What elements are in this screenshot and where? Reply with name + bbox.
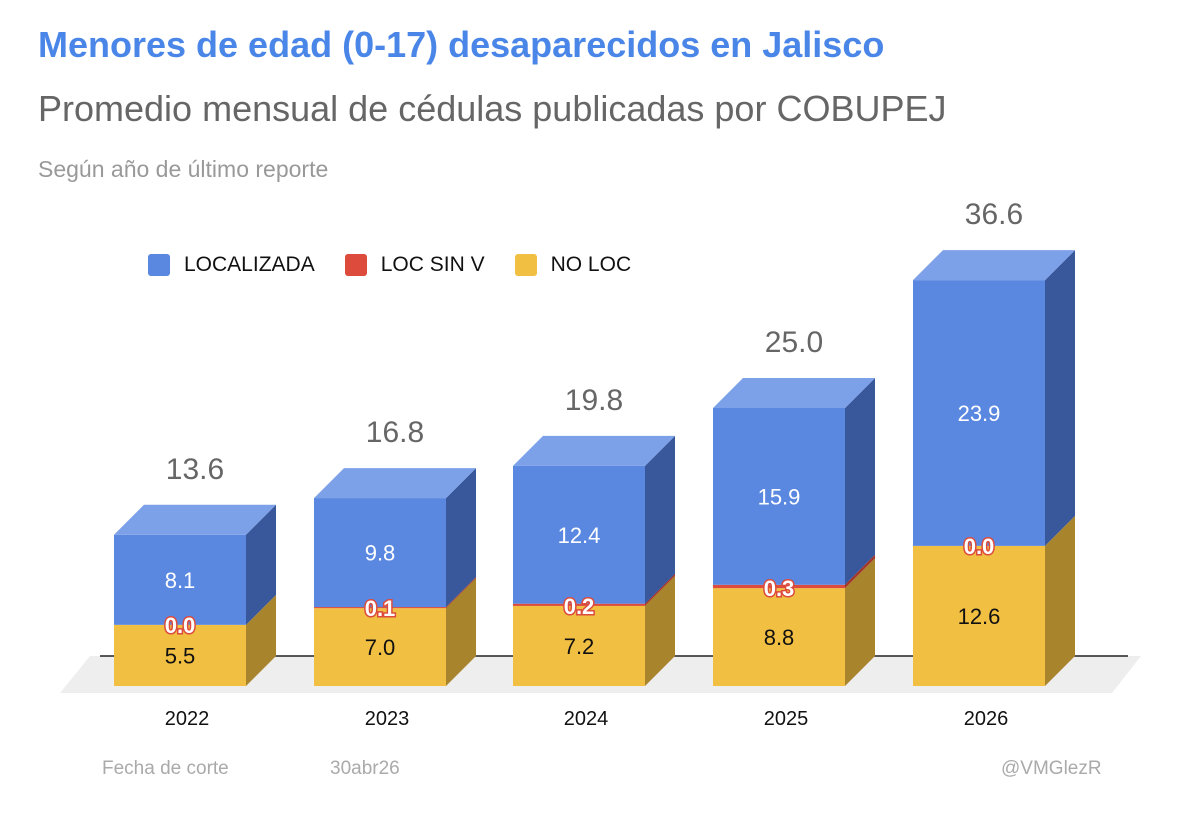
legend-item-loc-sin-v: LOC SIN V <box>344 253 485 277</box>
data-label-localizada: 8.1 <box>165 568 196 593</box>
bar-side-no-loc <box>246 594 276 686</box>
total-label: 19.8 <box>565 384 623 417</box>
data-label-no-loc: 8.8 <box>764 625 795 650</box>
chart-note: Según año de último reporte <box>38 156 329 182</box>
data-label-localizada: 9.8 <box>365 541 396 566</box>
bar-top-face <box>513 435 675 466</box>
bar-localizada <box>114 534 246 625</box>
bar-side-no-loc <box>645 575 675 686</box>
x-tick-label: 2023 <box>365 708 410 730</box>
bar-top-face <box>713 378 875 408</box>
legend-label-loc-sin-v: LOC SIN V <box>380 253 485 276</box>
footer-author-handle: @VMGlezR <box>1001 758 1102 779</box>
data-label-localizada: 15.9 <box>758 484 801 509</box>
bar-localizada <box>713 408 845 585</box>
bar-side-loc-sin-v <box>645 573 675 606</box>
bar-no-loc <box>913 545 1045 686</box>
total-label: 16.8 <box>366 416 424 449</box>
total-label: 36.6 <box>965 198 1023 231</box>
bar-loc-sin-v <box>713 584 845 589</box>
x-tick-label: 2025 <box>764 708 809 730</box>
bar-side-localizada <box>446 468 476 608</box>
footer-cutoff-label: Fecha de corte <box>102 758 229 779</box>
bar-localizada <box>513 465 645 604</box>
bar-no-loc <box>114 624 246 686</box>
data-label-no-loc: 7.0 <box>365 635 396 660</box>
footer-cutoff-date: 30abr26 <box>330 758 400 779</box>
data-label-loc-sin-v: 0.3 <box>764 576 795 601</box>
data-label-no-loc: 5.5 <box>165 643 196 668</box>
legend-swatch-no-loc <box>514 254 537 276</box>
bar-side-no-loc <box>845 558 875 686</box>
bar-localizada <box>314 498 446 608</box>
bar-no-loc <box>513 605 645 686</box>
x-tick-label: 2024 <box>564 708 609 730</box>
legend-swatch-localizada <box>148 254 170 276</box>
chart-subtitle: Promedio mensual de cédulas publicadas p… <box>38 88 947 129</box>
bar-loc-sin-v <box>314 607 446 609</box>
bar-top-face <box>913 250 1075 281</box>
data-label-no-loc: 7.2 <box>564 634 595 659</box>
data-label-no-loc: 12.6 <box>958 604 1001 629</box>
legend-label-no-loc: NO LOC <box>550 253 632 276</box>
bar-side-localizada <box>845 378 875 585</box>
data-label-localizada: 23.9 <box>958 401 1001 426</box>
data-label-loc-sin-v: 0.2 <box>564 594 595 619</box>
data-label-loc-sin-v: 0.0 <box>964 534 995 559</box>
bar-localizada <box>913 280 1045 546</box>
data-label-localizada: 12.4 <box>558 523 601 548</box>
legend-item-localizada: LOCALIZADA <box>148 253 315 277</box>
data-label-loc-sin-v: 0.1 <box>365 596 396 621</box>
bar-top-face <box>114 504 276 535</box>
bar-side-no-loc <box>1045 515 1075 686</box>
legend-swatch-loc-sin-v <box>344 254 367 276</box>
bar-side-loc-sin-v <box>845 554 875 589</box>
data-label-loc-sin-v: 0.0 <box>165 613 196 638</box>
bar-side-loc-sin-v <box>446 577 476 609</box>
bar-top-face <box>314 468 476 499</box>
x-tick-label: 2022 <box>165 708 210 730</box>
legend: LOCALIZADA LOC SIN V NO LOC <box>148 253 661 277</box>
legend-item-no-loc: NO LOC <box>514 253 632 277</box>
bar-side-localizada <box>246 504 276 625</box>
bar-side-no-loc <box>446 578 476 686</box>
bar-loc-sin-v <box>513 603 645 606</box>
total-label: 25.0 <box>765 326 823 359</box>
chart-title: Menores de edad (0-17) desaparecidos en … <box>38 24 885 65</box>
bar-no-loc <box>713 588 845 686</box>
bar-side-localizada <box>1045 250 1075 546</box>
total-label: 13.6 <box>166 453 224 486</box>
bar-side-localizada <box>645 435 675 604</box>
x-tick-label: 2026 <box>964 708 1009 730</box>
legend-label-localizada: LOCALIZADA <box>184 253 315 276</box>
bar-no-loc <box>314 608 446 686</box>
